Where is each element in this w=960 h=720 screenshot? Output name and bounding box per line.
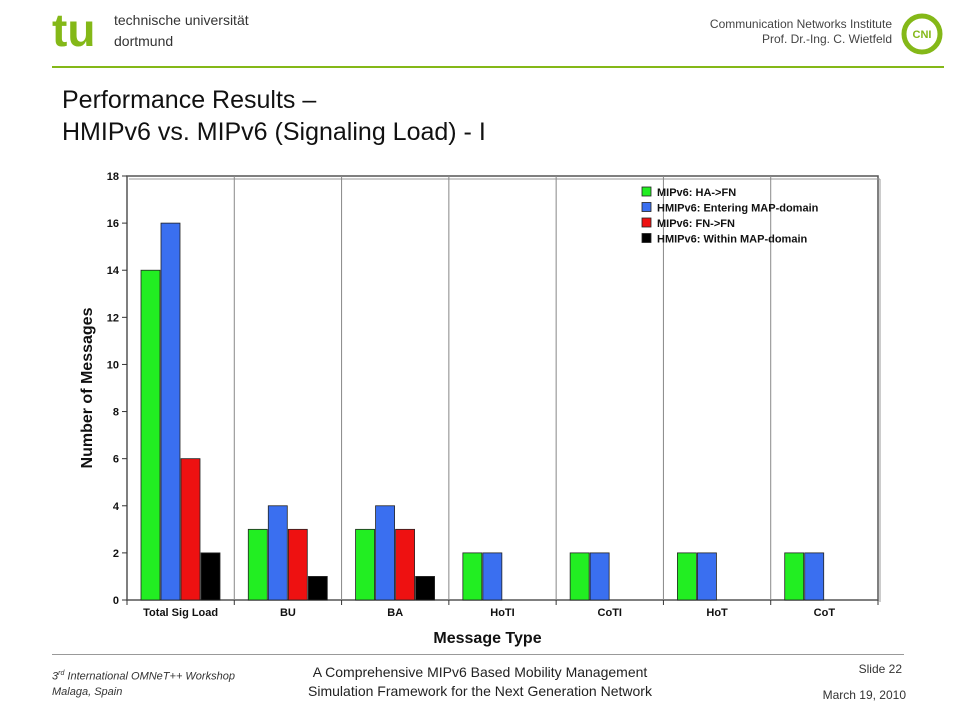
x-axis-label: Message Type (433, 630, 541, 647)
talk-title-line1: A Comprehensive MIPv6 Based Mobility Man… (312, 664, 648, 680)
y-axis-label: Number of Messages (79, 307, 96, 468)
bar (697, 552, 717, 601)
svg-text:CNI: CNI (913, 29, 932, 41)
bar (415, 576, 435, 601)
bar (784, 552, 805, 601)
x-tick-label: HoTI (490, 607, 514, 619)
legend-label: MIPv6: FN->FN (657, 218, 735, 230)
bar (375, 505, 395, 601)
bar (355, 528, 375, 601)
workshop-info: 3rd International OMNeT++ Workshop Malag… (52, 666, 235, 700)
workshop-location: Malaga, Spain (52, 685, 123, 698)
bar (180, 458, 201, 601)
bar (395, 528, 415, 601)
professor-name: Prof. Dr.-Ing. C. Wietfeld (761, 32, 892, 46)
talk-title-line2: Simulation Framework for the Next Genera… (308, 683, 652, 699)
y-tick-label: 0 (113, 595, 119, 607)
x-tick-label: BA (387, 607, 403, 619)
bar (247, 528, 268, 601)
bar (804, 552, 825, 601)
workshop-name: 3rd International OMNeT++ Workshop (52, 666, 235, 685)
institute-name: Communication Networks Institute (709, 17, 892, 31)
legend-label: HMIPv6: Entering MAP-domain (657, 203, 819, 215)
bar (482, 552, 503, 601)
legend-label: HMIPv6: Within MAP-domain (657, 234, 808, 246)
y-tick-label: 16 (107, 218, 119, 230)
workshop-ordinal-suffix: rd (58, 670, 65, 677)
bar (589, 552, 610, 601)
x-tick-label: HoT (706, 607, 728, 619)
legend-swatch (641, 217, 652, 228)
university-name: technische universität dortmund (114, 10, 249, 52)
legend-swatch (641, 186, 652, 197)
slide-number: Slide 22 (858, 662, 902, 676)
y-tick-label: 4 (113, 501, 120, 513)
university-line1: technische universität (114, 12, 249, 28)
university-line2: dortmund (114, 33, 174, 49)
y-tick-label: 10 (107, 359, 119, 371)
svg-text:tu: tu (52, 10, 95, 52)
legend-swatch (641, 233, 652, 243)
title-line1: Performance Results – (62, 86, 317, 114)
y-tick-label: 6 (113, 454, 119, 466)
y-tick-label: 18 (107, 171, 119, 183)
cni-logo: CNI (901, 13, 943, 55)
x-tick-label: BU (280, 607, 296, 619)
bar (287, 528, 308, 601)
institute-info: Communication Networks Institute Prof. D… (710, 17, 892, 47)
bar (267, 505, 288, 601)
title-line2: HMIPv6 vs. MIPv6 (Signaling Load) - I (62, 118, 486, 146)
x-tick-label: CoTI (598, 607, 622, 619)
bar (160, 222, 181, 601)
x-tick-label: CoT (814, 607, 836, 619)
bar (569, 552, 590, 601)
header-rule (52, 66, 944, 68)
y-tick-label: 2 (113, 548, 119, 560)
bar (307, 576, 328, 601)
bar (677, 552, 697, 601)
slide-date: March 19, 2010 (822, 688, 906, 702)
footer-rule (52, 654, 904, 655)
workshop-rest: International OMNeT++ Workshop (64, 670, 235, 683)
bar (200, 552, 221, 601)
y-tick-label: 8 (113, 407, 119, 419)
y-tick-label: 14 (107, 265, 120, 277)
legend-label: MIPv6: HA->FN (657, 187, 736, 199)
y-tick-label: 12 (107, 312, 119, 324)
x-tick-label: Total Sig Load (143, 607, 218, 619)
slide-title: Performance Results – HMIPv6 vs. MIPv6 (… (62, 84, 486, 148)
bar-chart: 0 2 4 6 8 10 12 14 16 18 Total Sig Load BU BA HoTI CoT… (79, 171, 881, 647)
talk-title: A Comprehensive MIPv6 Based Mobility Man… (280, 663, 680, 701)
workshop-ordinal: 3 (52, 670, 59, 683)
legend-swatch (641, 202, 652, 212)
tu-logo: tu (52, 10, 95, 52)
bar (140, 269, 161, 601)
bar (462, 552, 483, 601)
